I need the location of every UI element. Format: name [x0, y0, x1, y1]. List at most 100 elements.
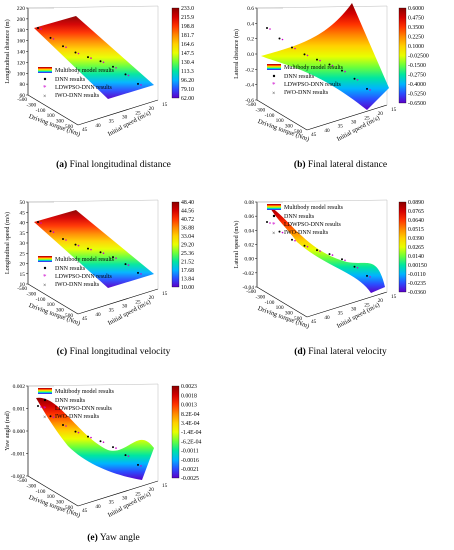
- legend-ldwpso-marker: *: [272, 81, 276, 89]
- dnn-point: [124, 454, 127, 457]
- dnn-point: [353, 77, 356, 80]
- legend-ldwpso-label: LDWPSO-DNN results: [284, 222, 341, 228]
- legend-dnn-marker: [272, 214, 276, 218]
- dnn-point: [49, 415, 52, 418]
- ldwpso-point: [65, 425, 67, 427]
- x-tick-label: 500: [294, 129, 302, 135]
- x-tick-label: 300: [56, 119, 64, 125]
- ldwpso-point: [77, 52, 80, 55]
- surface-mesh: [34, 16, 154, 99]
- y-tick-label: 40: [95, 123, 101, 129]
- y-axis-line: [306, 104, 388, 131]
- caption-b: (b) Final lateral distance: [227, 160, 454, 170]
- colorbar-tick-label: 36.88: [181, 226, 194, 232]
- x-tick-label: 300: [56, 308, 64, 314]
- ldwpso-point: [269, 222, 271, 224]
- x-tick-label: -100: [36, 489, 46, 495]
- colorbar-tick-label: 33.04: [181, 234, 194, 240]
- plot-b: 0.6 0.4 0.2 0.0 -0.2 -0.4 -0.6 Lateral distance…: [233, 3, 429, 143]
- y-tick-label: 20: [378, 111, 384, 117]
- dnn-point: [278, 37, 281, 40]
- legend-iwo-marker: ×: [43, 94, 46, 100]
- legend-iwo-label: IWO-DNN results: [55, 414, 100, 420]
- caption-e: (e) Yaw angle: [0, 533, 227, 543]
- dnn-point: [74, 243, 77, 246]
- x-axis-line: [27, 283, 79, 315]
- colorbar-tick-label: -0.0360: [408, 290, 426, 296]
- y-tick-label: 45: [311, 132, 317, 138]
- z-tick-label: 25: [20, 251, 26, 257]
- colorbar-tick-label: 0.0265: [408, 245, 424, 251]
- y-tick-label: 35: [109, 119, 115, 125]
- colorbar-tick-label: 0.0140: [408, 254, 424, 260]
- z-tick-label: -0.001: [11, 452, 25, 458]
- dnn-point: [366, 274, 368, 277]
- ldwpso-point: [102, 252, 105, 254]
- z-tick-label: 0.02: [244, 243, 254, 249]
- dnn-point: [291, 238, 293, 241]
- y-tick-label: 15: [162, 102, 168, 108]
- colorbar-tick-label: 96.20: [181, 78, 194, 84]
- colorbar-tick-label: 0.0023: [181, 384, 197, 390]
- legend-ldwpso-marker: *: [272, 221, 276, 229]
- ldwpso-point: [269, 28, 271, 30]
- legend-iwo-label: IWO-DNN results: [284, 230, 329, 236]
- caption-c-text: Final longitudinal velocity: [69, 347, 171, 357]
- dnn-point: [341, 258, 343, 261]
- z-tick-label: 0.002: [13, 384, 26, 390]
- caption-d-text: Final lateral velocity: [308, 347, 387, 357]
- dnn-point: [291, 46, 293, 49]
- y-tick-label: 15: [391, 294, 397, 300]
- colorbar-tick-label: -0.0025: [181, 476, 199, 482]
- ldwpso-point: [140, 273, 142, 275]
- x-tick-label: 500: [65, 313, 73, 319]
- legend-iwo-marker: ×: [43, 415, 46, 421]
- colorbar-tick-label: -0.0011: [181, 449, 199, 455]
- top-edge: [27, 199, 159, 203]
- ldwpso-point: [140, 465, 142, 467]
- z-tick-label: 0.06: [244, 214, 254, 220]
- dnn-point: [62, 424, 64, 426]
- z-tick-label: 200: [17, 17, 26, 23]
- z-axis-label: Longitudinal distance (m): [4, 19, 11, 83]
- dnn-point: [62, 238, 64, 240]
- top-edge: [256, 5, 388, 9]
- colorbar-tick-label: 198.8: [181, 24, 194, 30]
- colorbar-tick-label: 62.00: [181, 96, 194, 102]
- legend-iwo-label: IWO-DNN results: [55, 93, 100, 99]
- dnn-point: [37, 27, 39, 29]
- z-tick-label: 20: [20, 262, 26, 268]
- y-tick-label: 45: [82, 316, 88, 322]
- legend-surface-label: Multibody model results: [284, 205, 344, 211]
- y-tick-label: 45: [311, 319, 317, 325]
- z-tick-label: 50: [20, 200, 26, 206]
- y-tick-label: 30: [122, 115, 128, 121]
- y-tick-label: 15: [162, 483, 168, 489]
- y-tick-label: 40: [324, 315, 330, 321]
- colorbar-tick-label: 0.0018: [181, 393, 197, 399]
- colorbar-tick-label: 181.7: [181, 33, 194, 39]
- colorbar-tick-label: 40.72: [181, 217, 194, 223]
- dnn-point: [278, 230, 281, 233]
- ldwpso-point: [77, 431, 80, 434]
- colorbar-tick-label: 0.0640: [408, 218, 424, 224]
- dnn-point: [87, 247, 89, 250]
- colorbar-tick-label: -0.5250: [408, 92, 426, 98]
- ldwpso-point: [65, 46, 67, 48]
- legend-surface-label: Multibody model results: [55, 389, 115, 395]
- ldwpso-point: [90, 436, 92, 439]
- x-tick-label: 100: [47, 113, 55, 119]
- plot-d: 0.08 0.06 0.04 0.02 0.00 -0.02 -0.04 Lateral sp…: [233, 199, 427, 330]
- legend-ldwpso-marker: *: [43, 84, 47, 92]
- legend-dnn-marker: [43, 398, 47, 402]
- z-tick-label: -0.4: [245, 83, 254, 89]
- ldwpso-point: [115, 67, 117, 69]
- colorbar-tick-label: 0.3500: [408, 25, 424, 31]
- ldwpso-point: [102, 441, 105, 443]
- x-tick-label: 300: [56, 500, 64, 506]
- dnn-point: [316, 249, 318, 252]
- colorbar-tick-label: 113.3: [181, 69, 194, 75]
- y-tick-label: 45: [82, 127, 88, 133]
- plot-c: 50 45 40 35 30 25 20 15 10 Longitudinal speed (m/…: [4, 199, 194, 327]
- x-tick-label: -300: [255, 107, 265, 113]
